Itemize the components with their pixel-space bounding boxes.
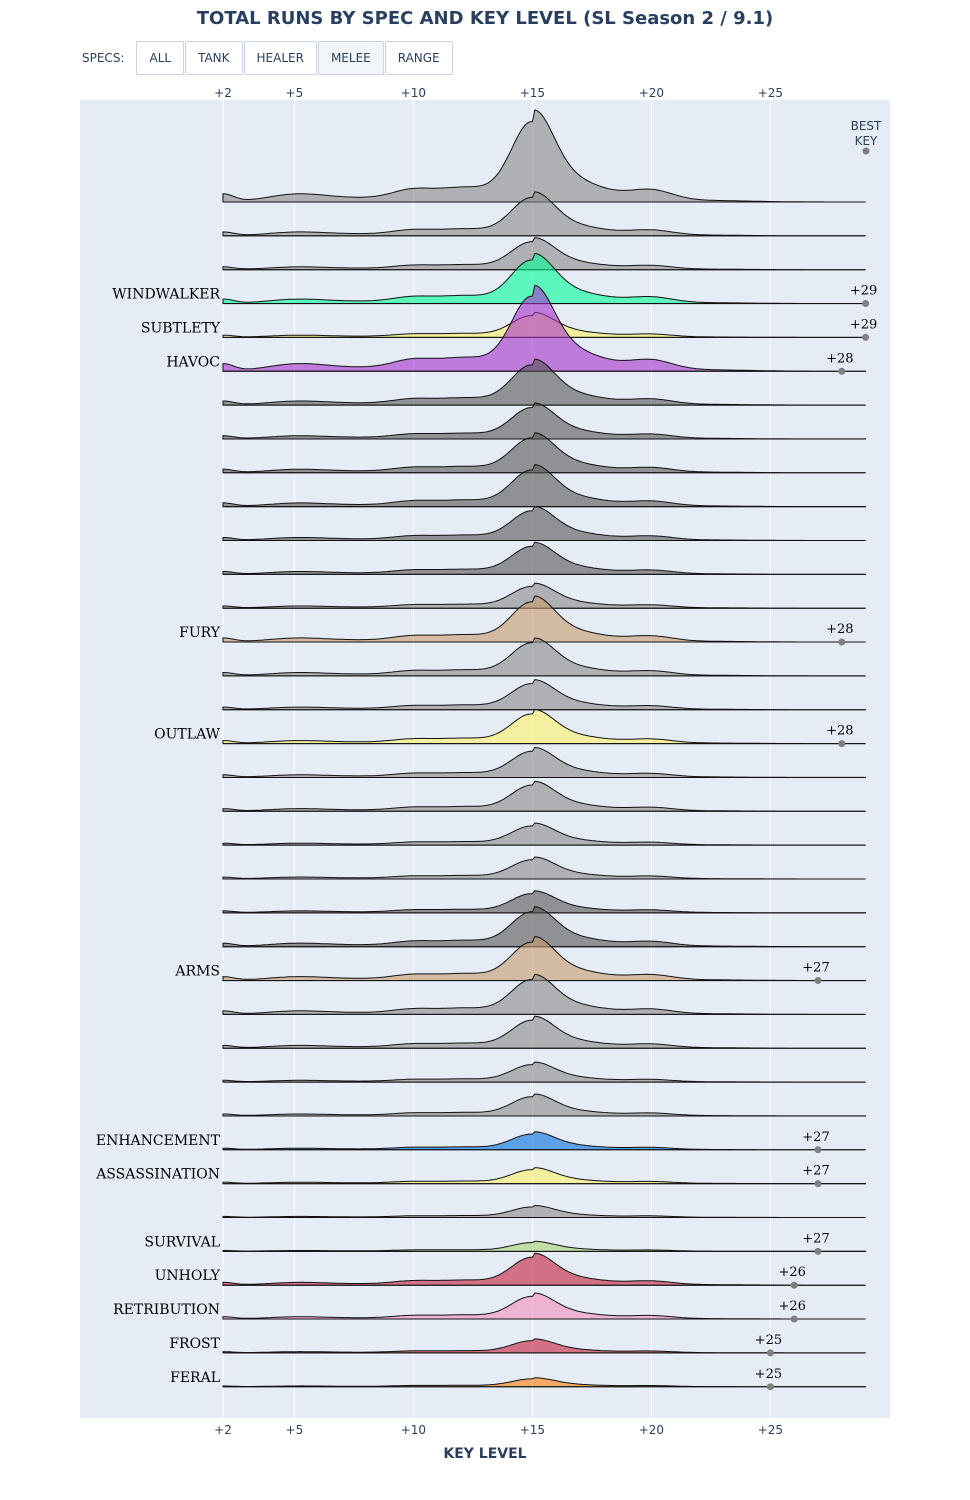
spec-label: FROST	[169, 1336, 220, 1352]
best-key-marker	[814, 1247, 822, 1255]
x-tick-label-bottom: +25	[758, 1423, 783, 1437]
ridge-row-28: ENHANCEMENT +27	[96, 1130, 866, 1154]
ridge-row-17	[222, 746, 867, 778]
ridge-area	[222, 284, 867, 372]
ridge-row-11	[222, 541, 867, 575]
best-key-marker	[790, 1315, 798, 1323]
spec-label: SURVIVAL	[144, 1234, 220, 1250]
ridge-row-19	[222, 822, 866, 846]
spec-filter-tank-button[interactable]: TANK	[185, 41, 243, 75]
best-key-label: +27	[802, 1231, 829, 1246]
ridge-row-16: OUTLAW +28	[154, 709, 866, 748]
best-key-header: BEST	[851, 119, 882, 133]
x-tick-label-bottom: +10	[401, 1423, 426, 1437]
best-key-marker	[862, 300, 870, 308]
best-key-marker	[766, 1349, 774, 1357]
ridge-row-15	[222, 679, 867, 711]
spec-label: SUBTLETY	[141, 320, 221, 336]
x-tick-label-bottom: +15	[520, 1423, 545, 1437]
ridge-row-27	[222, 1093, 867, 1117]
spec-filter-healer-button[interactable]: HEALER	[243, 41, 317, 75]
spec-label: WINDWALKER	[112, 287, 220, 303]
ridge-row-30	[222, 1204, 866, 1218]
best-key-label: +27	[802, 1130, 829, 1145]
spec-label: RETRIBUTION	[113, 1302, 220, 1318]
ridge-row-24	[222, 973, 866, 1015]
x-tick-label-bottom: +5	[286, 1423, 304, 1437]
spec-label: HAVOC	[166, 354, 220, 370]
spec-label: ARMS	[174, 964, 220, 980]
ridge-row-25	[222, 1015, 867, 1049]
x-tick-label-top: +5	[286, 86, 304, 100]
ridge-row-29: ASSASSINATION +27	[95, 1164, 867, 1188]
best-key-header: KEY	[855, 134, 878, 148]
best-key-header-marker	[862, 147, 870, 155]
x-tick-label-bottom: +2	[214, 1423, 232, 1437]
best-key-marker	[862, 333, 870, 341]
best-key-label: +27	[802, 1164, 829, 1179]
ridge-row-33: RETRIBUTION +26	[113, 1292, 866, 1323]
ridge-row-6	[222, 358, 866, 406]
spec-label: UNHOLY	[155, 1268, 221, 1284]
best-key-label: +28	[826, 724, 853, 739]
spec-label: FURY	[179, 625, 221, 641]
x-tick-label-top: +20	[639, 86, 664, 100]
spec-filter-range-button[interactable]: RANGE	[384, 41, 453, 75]
ridge-row-35: FERAL +25	[170, 1367, 867, 1391]
best-key-marker	[814, 1180, 822, 1188]
ridge-row-26	[222, 1061, 866, 1083]
best-key-marker	[766, 1383, 774, 1391]
best-key-marker	[814, 1146, 822, 1154]
spec-filter-melee-button[interactable]: MELEE	[317, 41, 384, 75]
best-key-label: +29	[850, 317, 877, 332]
spec-filter-bar: SPECS: ALL TANK HEALER MELEE RANGE	[82, 41, 454, 75]
best-key-label: +28	[826, 622, 853, 637]
ridge-area	[222, 109, 866, 203]
spec-filter-label: SPECS:	[82, 51, 125, 65]
x-tick-label-top: +10	[401, 86, 426, 100]
ridge-row-9	[222, 464, 867, 508]
ridge-row-18	[222, 780, 866, 812]
best-key-marker	[838, 740, 846, 748]
ridge-row-14	[222, 637, 866, 677]
chart-title: TOTAL RUNS BY SPEC AND KEY LEVEL (SL Sea…	[196, 8, 774, 29]
spec-label: FERAL	[170, 1370, 220, 1386]
best-key-marker	[838, 367, 846, 375]
best-key-label: +29	[850, 284, 877, 299]
x-tick-label-bottom: +20	[639, 1423, 664, 1437]
ridge-row-1	[222, 191, 866, 237]
x-tick-label-top: +15	[520, 86, 545, 100]
ridge-row-10	[222, 505, 866, 541]
plot-background	[80, 100, 890, 1418]
best-key-label: +26	[778, 1265, 805, 1280]
spec-filter-buttons: ALL TANK HEALER MELEE RANGE	[136, 41, 453, 75]
x-axis-title: KEY LEVEL	[443, 1446, 527, 1462]
spec-label: OUTLAW	[154, 727, 220, 743]
ridge-row-32: UNHOLY +26	[155, 1252, 866, 1289]
ridge-row-31: SURVIVAL +27	[144, 1231, 867, 1255]
best-key-label: +26	[778, 1299, 805, 1314]
spec-label: ASSASSINATION	[95, 1167, 220, 1183]
best-key-label: +28	[826, 351, 853, 366]
ridge-row-3: WINDWALKER +29	[112, 252, 877, 308]
ridge-row-13: FURY +28	[179, 595, 866, 646]
spec-filter-all-button[interactable]: ALL	[136, 41, 185, 75]
best-key-marker	[814, 977, 822, 985]
ridge-row-34: FROST +25	[169, 1333, 866, 1357]
ridge-row-5: HAVOC +28	[166, 284, 867, 375]
best-key-label: +25	[755, 1367, 782, 1382]
x-tick-label-top: +2	[214, 86, 232, 100]
best-key-marker	[790, 1281, 798, 1289]
spec-label: ENHANCEMENT	[96, 1133, 221, 1149]
x-tick-label-top: +25	[758, 86, 783, 100]
best-key-label: +27	[802, 961, 829, 976]
best-key-label: +25	[755, 1333, 782, 1348]
ridge-row-20	[222, 856, 866, 880]
best-key-marker	[838, 638, 846, 646]
